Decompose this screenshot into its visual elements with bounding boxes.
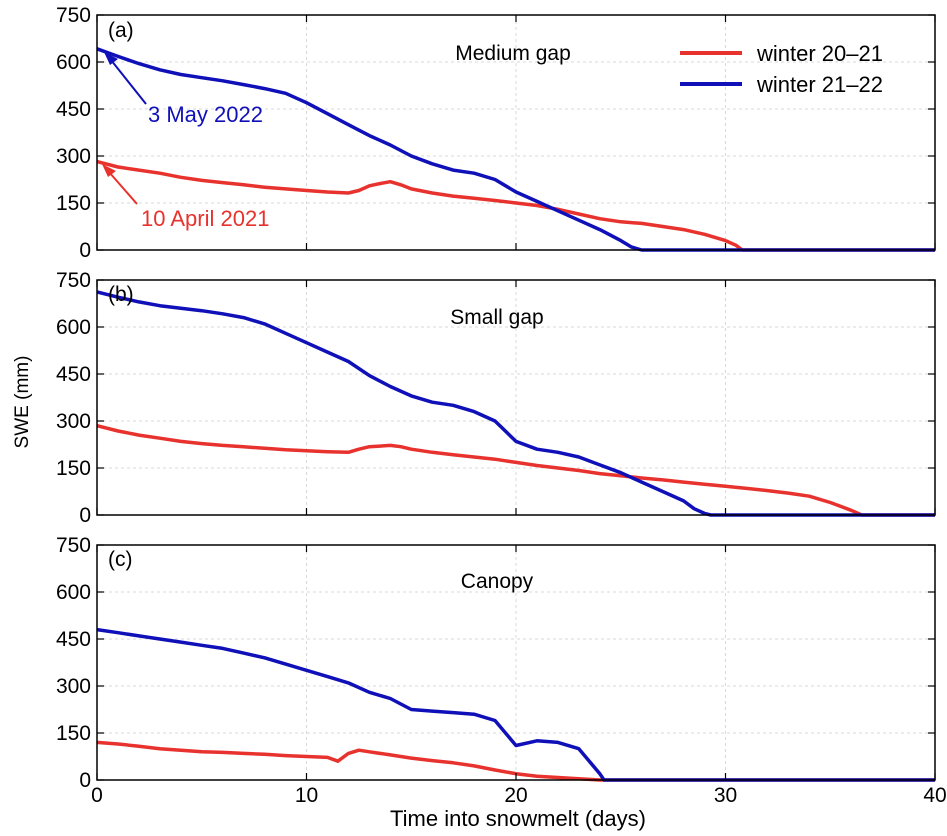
panel-title: Medium gap <box>455 42 571 65</box>
series-line-winter-21-22 <box>96 627 935 782</box>
panel-tag: (b) <box>108 283 134 306</box>
annotation-arrow-3-may-2022 <box>110 59 147 105</box>
annotations: 3 May 2022 10 April 2021 <box>102 52 269 231</box>
y-tick-label: 150 <box>56 192 91 215</box>
legend-label-winter-21-22: winter 21–22 <box>756 72 883 97</box>
y-tick-label: 300 <box>56 675 91 698</box>
y-tick-label: 750 <box>56 269 91 292</box>
y-tick-label: 150 <box>56 457 91 480</box>
y-tick-label: 750 <box>56 4 91 27</box>
y-tick-label: 0 <box>79 239 91 262</box>
legend-label-winter-20-21: winter 20–21 <box>756 41 883 66</box>
annotation-10-april-2021: 10 April 2021 <box>141 206 269 231</box>
plot-area <box>97 545 935 780</box>
y-tick-label: 150 <box>56 722 91 745</box>
y-tick-label: 450 <box>56 628 91 651</box>
y-axis-label: SWE (mm) <box>12 356 33 449</box>
x-tick-label: 10 <box>295 784 318 807</box>
annotation-3-may-2022: 3 May 2022 <box>148 102 263 127</box>
series-line-winter-20-21 <box>96 159 935 252</box>
annotation-arrow-10-april-2021 <box>108 171 138 205</box>
y-tick-label: 600 <box>56 51 91 74</box>
panel-title: Canopy <box>461 570 534 593</box>
panel-b: 0 150 300 450 600 750 Small gap (b) <box>56 269 936 527</box>
series-line-winter-21-22 <box>96 290 935 517</box>
x-tick-label: 20 <box>504 784 527 807</box>
series-line-winter-21-22 <box>96 47 935 252</box>
x-tick-label: 0 <box>91 784 103 807</box>
legend: winter 20–21 winter 21–22 <box>680 41 883 97</box>
plot-area <box>97 15 935 250</box>
y-tick-label: 450 <box>56 98 91 121</box>
y-tick-label: 0 <box>79 504 91 527</box>
y-tick-label: 600 <box>56 316 91 339</box>
series-line-winter-20-21 <box>96 424 935 517</box>
plot-area <box>97 280 935 515</box>
x-tick-label: 30 <box>714 784 737 807</box>
x-tick-label: 40 <box>923 784 946 807</box>
annotation-arrowhead-10-april-2021 <box>102 164 116 177</box>
panel-a: 0 150 300 450 600 750 Medium gap (a) <box>56 4 936 262</box>
x-axis-label: Time into snowmelt (days) <box>390 806 646 831</box>
series-line-winter-20-21 <box>96 740 935 782</box>
y-tick-label: 450 <box>56 363 91 386</box>
annotation-arrowhead-3-may-2022 <box>104 52 118 65</box>
panel-tag: (a) <box>108 19 134 42</box>
panel-title: Small gap <box>450 306 543 329</box>
panel-tag: (c) <box>108 548 133 571</box>
y-tick-label: 0 <box>79 769 91 792</box>
panel-c: 0 150 300 450 600 750 0 10 20 30 40 Canopy (c) <box>56 534 947 807</box>
y-tick-label: 300 <box>56 410 91 433</box>
y-tick-label: 600 <box>56 581 91 604</box>
y-tick-label: 300 <box>56 145 91 168</box>
y-tick-label: 750 <box>56 534 91 557</box>
